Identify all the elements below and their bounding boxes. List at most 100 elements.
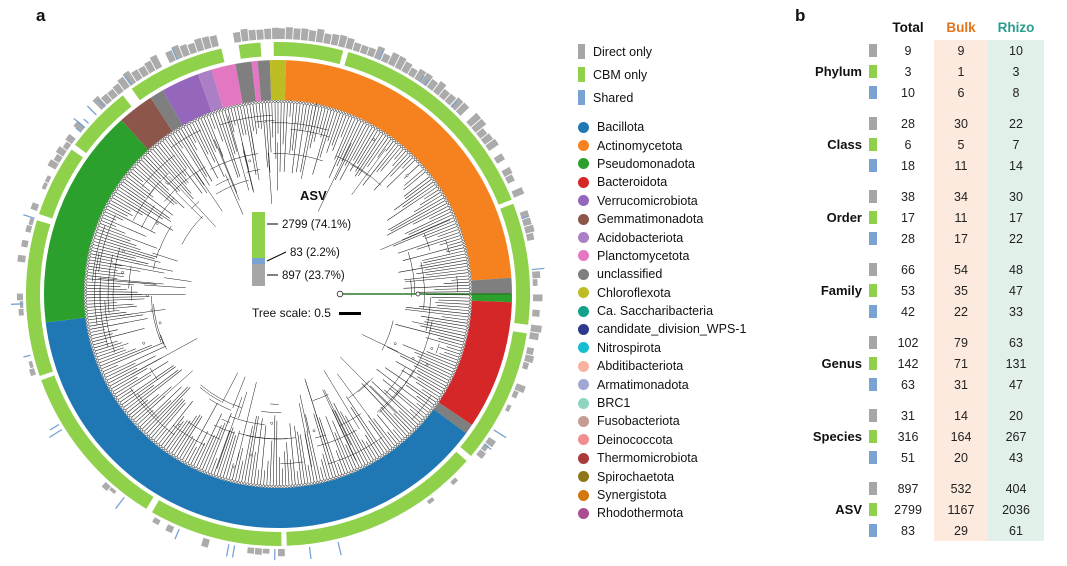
taxa-legend-item: Deinococcota: [578, 431, 746, 449]
table-value: 63: [901, 377, 915, 392]
taxa-legend-item: Ca. Saccharibacteria: [578, 302, 746, 320]
table-value: 17: [901, 210, 915, 225]
direct-only-swatch-icon: [578, 44, 585, 59]
taxon-label: Ca. Saccharibacteria: [597, 304, 714, 319]
table-value: 897: [897, 481, 919, 496]
table-value: 14: [1009, 158, 1023, 173]
table-value: 267: [1005, 429, 1027, 444]
taxon-dot-icon: [578, 434, 589, 446]
table-value: 1: [957, 64, 965, 79]
cbm-only-swatch-icon: [869, 138, 877, 151]
table-value: 17: [954, 231, 968, 246]
taxon-dot-icon: [578, 397, 589, 409]
shared-swatch-icon: [869, 159, 877, 172]
table-value: 61: [1009, 523, 1023, 538]
table-value: 34: [954, 189, 968, 204]
taxa-legend-item: Planctomycetota: [578, 247, 746, 265]
table-value: 404: [1005, 481, 1027, 496]
cbm-only-swatch-icon: [869, 284, 877, 297]
table-value: 7: [1012, 137, 1020, 152]
table-value: 20: [1009, 408, 1023, 423]
table-group-asv: ASV 897 532 404 2799 1167 2036 83 29 61: [806, 478, 1050, 541]
taxon-dot-icon: [578, 379, 589, 391]
table-value: 43: [1009, 450, 1023, 465]
taxon-dot-icon: [578, 121, 589, 133]
table-value: 17: [1009, 210, 1023, 225]
ring-legend-item: Shared: [578, 86, 746, 109]
taxon-dot-icon: [578, 232, 589, 244]
taxon-dot-icon: [578, 287, 589, 299]
table-value: 48: [1009, 262, 1023, 277]
table-value: 532: [950, 481, 972, 496]
taxon-dot-icon: [578, 360, 589, 372]
taxon-dot-icon: [578, 489, 589, 501]
taxa-legend-item: Bacteroidota: [578, 173, 746, 191]
taxa-legend-item: Rhodothermota: [578, 504, 746, 522]
taxon-dot-icon: [578, 250, 589, 262]
taxon-label: Acidobacteriota: [597, 230, 684, 245]
circular-phylogenetic-tree: [10, 27, 545, 561]
table-value: 54: [954, 262, 968, 277]
rank-label: ASV: [835, 502, 862, 517]
table-value: 11: [954, 210, 968, 225]
asv-cbm-count-label: 2799 (74.1%): [282, 219, 351, 231]
shared-swatch-icon: [869, 378, 877, 391]
taxon-dot-icon: [578, 507, 589, 519]
table-value: 3: [1012, 64, 1020, 79]
taxon-dot-icon: [578, 323, 589, 335]
column-header-total: Total: [892, 19, 924, 35]
table-value: 30: [954, 116, 968, 131]
rank-label: Species: [812, 429, 862, 444]
taxon-dot-icon: [578, 158, 589, 170]
asv-inset: ASV 2799 (74.1%) 83 (2.2%) 897 (23.7%): [252, 188, 351, 286]
taxa-legend-item: Chloroflexota: [578, 284, 746, 302]
rank-label: Order: [826, 210, 862, 225]
table-value: 9: [957, 43, 965, 58]
panel-a-label: a: [36, 6, 46, 25]
ring-legend-label: Shared: [593, 90, 634, 105]
taxon-label: Gemmatimonadota: [597, 212, 704, 227]
table-value: 47: [1009, 377, 1023, 392]
table-value: 42: [901, 304, 915, 319]
ring-legend-label: Direct only: [593, 44, 653, 59]
taxa-legend-item: Spirochaetota: [578, 467, 746, 485]
taxon-label: Nitrospirota: [597, 340, 661, 355]
table-value: 71: [954, 356, 968, 371]
table-value: 35: [954, 283, 968, 298]
direct-only-swatch-icon: [869, 336, 877, 349]
table-group-family: Family 66 54 48 53 35 47 42 22 33: [806, 259, 1050, 322]
table-value: 6: [904, 137, 912, 152]
table-group-class: Class 28 30 22 6 5 7 18 11 14: [806, 113, 1050, 176]
table-value: 8: [1012, 85, 1020, 100]
asv-bar-shared-segment: [252, 258, 265, 264]
taxa-legend-item: candidate_division_WPS-1: [578, 320, 746, 338]
taxon-label: BRC1: [597, 396, 631, 411]
taxon-label: Chloroflexota: [597, 285, 671, 300]
taxon-label: Verrucomicrobiota: [597, 193, 698, 208]
direct-only-swatch-icon: [869, 44, 877, 57]
direct-only-swatch-icon: [869, 482, 877, 495]
taxon-label: candidate_division_WPS-1: [597, 322, 747, 337]
table-value: 66: [901, 262, 915, 277]
direct-only-swatch-icon: [869, 190, 877, 203]
table-value: 102: [897, 335, 919, 350]
taxon-label: unclassified: [597, 267, 663, 282]
asv-callout-line: [266, 251, 287, 262]
taxon-dot-icon: [578, 195, 589, 207]
table-value: 18: [901, 158, 915, 173]
column-header-bulk: Bulk: [946, 19, 976, 35]
table-value: 29: [954, 523, 968, 538]
table-value: 53: [901, 283, 915, 298]
table-value: 63: [1009, 335, 1023, 350]
table-group-genus: Genus 102 79 63 142 71 131 63 31 47: [806, 332, 1050, 395]
table-value: 79: [954, 335, 968, 350]
cbm-only-swatch-icon: [869, 503, 877, 516]
table-value: 83: [901, 523, 915, 538]
column-header-rhizo: Rhizo: [997, 19, 1035, 35]
taxon-dot-icon: [578, 268, 589, 280]
taxa-legend-item: Verrucomicrobiota: [578, 192, 746, 210]
ring-legend-item: Direct only: [578, 40, 746, 63]
rank-label: Class: [827, 137, 862, 152]
taxon-dot-icon: [578, 415, 589, 427]
taxon-label: Spirochaetota: [597, 469, 675, 484]
